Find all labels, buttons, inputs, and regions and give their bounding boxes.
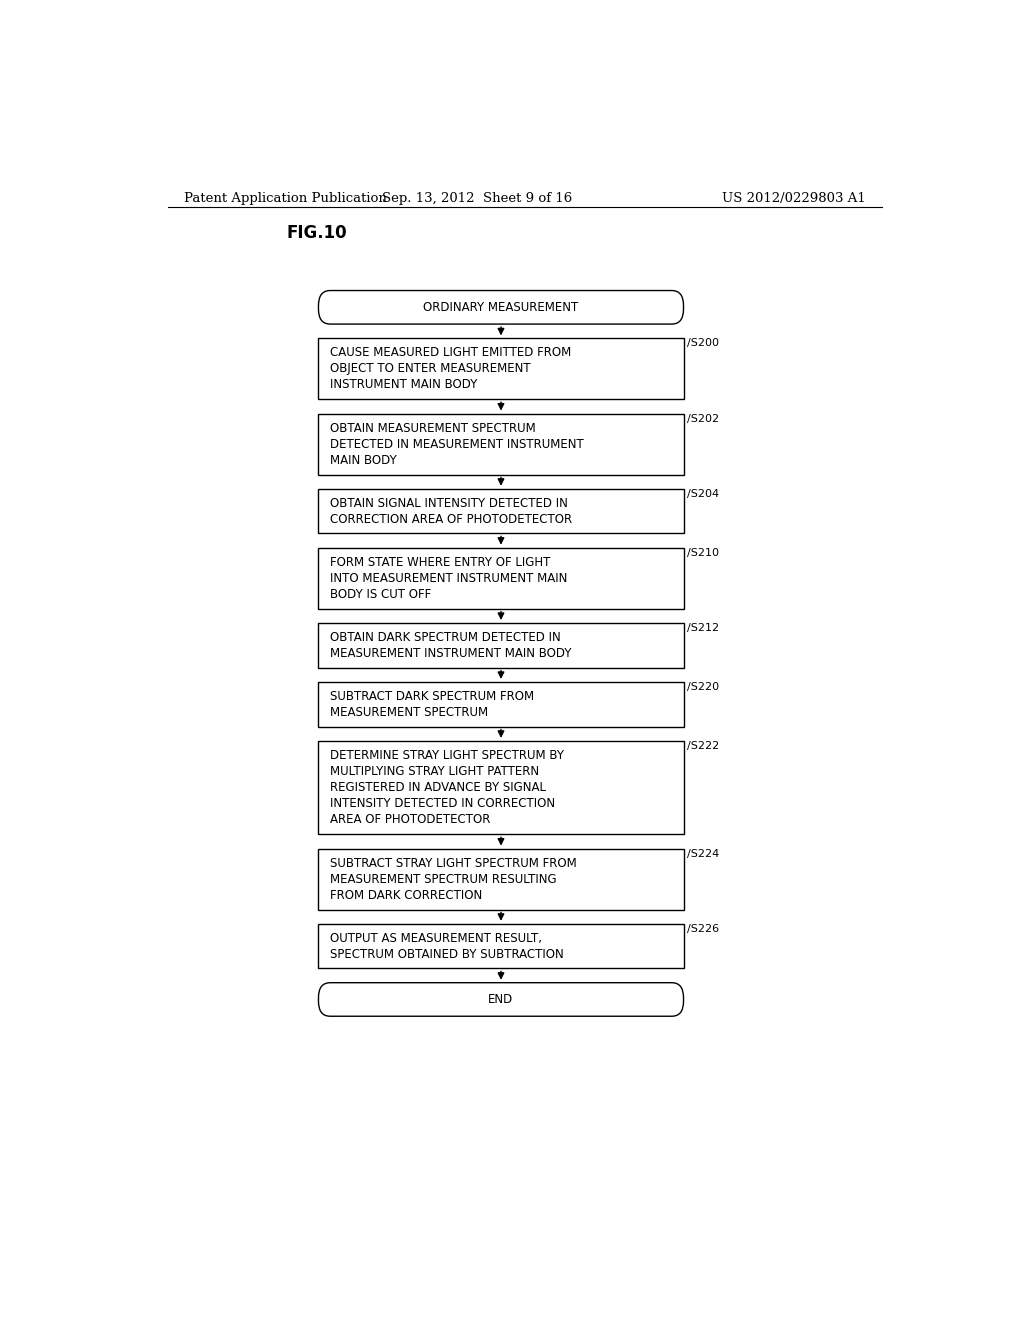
Bar <box>318 413 684 474</box>
Text: FIG.10: FIG.10 <box>287 224 347 243</box>
Text: OBTAIN SIGNAL INTENSITY DETECTED IN
CORRECTION AREA OF PHOTODETECTOR: OBTAIN SIGNAL INTENSITY DETECTED IN CORR… <box>331 496 572 525</box>
Text: /S224: /S224 <box>687 849 720 858</box>
Text: /S220: /S220 <box>687 682 720 692</box>
Text: SUBTRACT DARK SPECTRUM FROM
MEASUREMENT SPECTRUM: SUBTRACT DARK SPECTRUM FROM MEASUREMENT … <box>331 690 535 718</box>
Text: /S212: /S212 <box>687 623 720 632</box>
Text: END: END <box>488 993 514 1006</box>
Bar <box>318 548 684 609</box>
Text: OBTAIN MEASUREMENT SPECTRUM
DETECTED IN MEASUREMENT INSTRUMENT
MAIN BODY: OBTAIN MEASUREMENT SPECTRUM DETECTED IN … <box>331 421 584 466</box>
Text: Sep. 13, 2012  Sheet 9 of 16: Sep. 13, 2012 Sheet 9 of 16 <box>382 191 572 205</box>
Text: Patent Application Publication: Patent Application Publication <box>183 191 386 205</box>
Text: OBTAIN DARK SPECTRUM DETECTED IN
MEASUREMENT INSTRUMENT MAIN BODY: OBTAIN DARK SPECTRUM DETECTED IN MEASURE… <box>331 631 571 660</box>
Text: /S202: /S202 <box>687 413 720 424</box>
Text: CAUSE MEASURED LIGHT EMITTED FROM
OBJECT TO ENTER MEASUREMENT
INSTRUMENT MAIN BO: CAUSE MEASURED LIGHT EMITTED FROM OBJECT… <box>331 346 571 391</box>
Text: US 2012/0229803 A1: US 2012/0229803 A1 <box>722 191 866 205</box>
Bar <box>318 924 684 969</box>
Text: ORDINARY MEASUREMENT: ORDINARY MEASUREMENT <box>423 301 579 314</box>
Text: FORM STATE WHERE ENTRY OF LIGHT
INTO MEASUREMENT INSTRUMENT MAIN
BODY IS CUT OFF: FORM STATE WHERE ENTRY OF LIGHT INTO MEA… <box>331 556 567 601</box>
Text: DETERMINE STRAY LIGHT SPECTRUM BY
MULTIPLYING STRAY LIGHT PATTERN
REGISTERED IN : DETERMINE STRAY LIGHT SPECTRUM BY MULTIP… <box>331 748 564 826</box>
Text: /S222: /S222 <box>687 741 720 751</box>
Bar <box>318 741 684 834</box>
Bar <box>318 338 684 399</box>
Bar <box>318 623 684 668</box>
FancyBboxPatch shape <box>318 982 684 1016</box>
Text: SUBTRACT STRAY LIGHT SPECTRUM FROM
MEASUREMENT SPECTRUM RESULTING
FROM DARK CORR: SUBTRACT STRAY LIGHT SPECTRUM FROM MEASU… <box>331 857 578 902</box>
Bar <box>318 849 684 909</box>
Text: /S210: /S210 <box>687 548 720 557</box>
FancyBboxPatch shape <box>318 290 684 325</box>
Text: /S226: /S226 <box>687 924 720 933</box>
Text: /S200: /S200 <box>687 338 720 348</box>
Text: /S204: /S204 <box>687 488 720 499</box>
Bar <box>318 488 684 533</box>
Text: OUTPUT AS MEASUREMENT RESULT,
SPECTRUM OBTAINED BY SUBTRACTION: OUTPUT AS MEASUREMENT RESULT, SPECTRUM O… <box>331 932 564 961</box>
Bar <box>318 682 684 726</box>
